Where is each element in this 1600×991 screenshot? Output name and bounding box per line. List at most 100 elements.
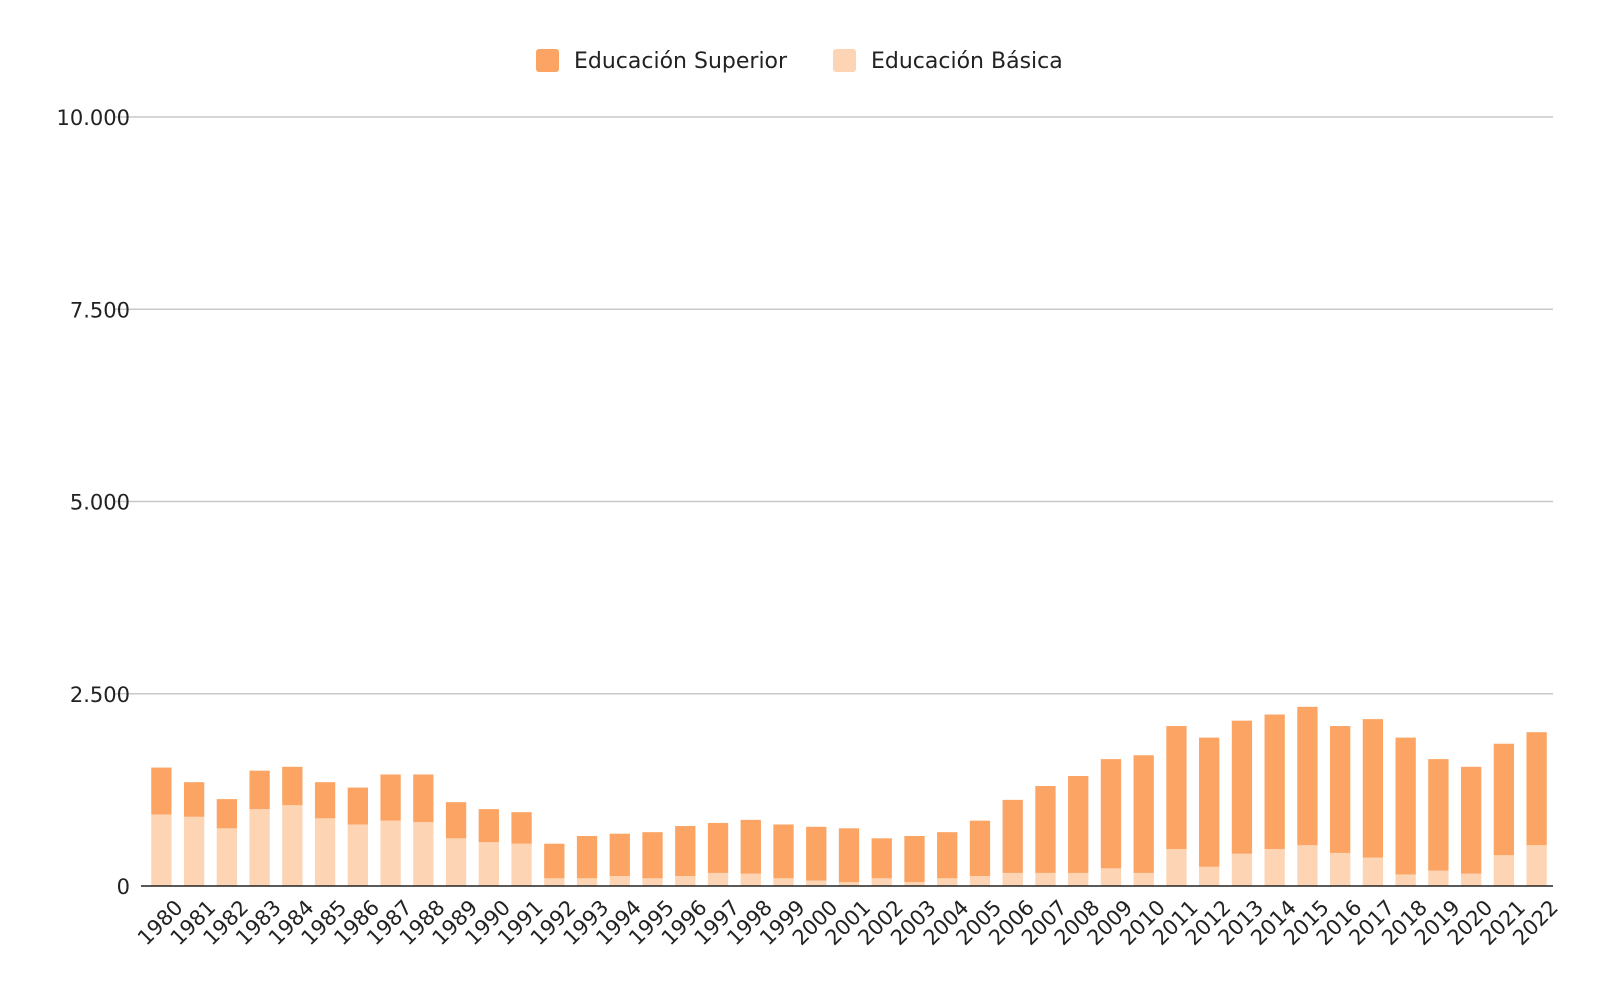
bar-segment-educacion-superior-2018 <box>1395 737 1416 875</box>
bar-segment-educacion-superior-1996 <box>675 826 696 877</box>
bar-segment-educacion-superior-2012 <box>1199 737 1220 867</box>
bar-segment-educacion-superior-1992 <box>544 843 565 879</box>
bar-segment-educacion-superior-1983 <box>249 770 270 810</box>
bar-segment-educacion-basica-2011 <box>1166 849 1187 886</box>
bar-segment-educacion-basica-1995 <box>642 878 663 886</box>
bar-segment-educacion-basica-1989 <box>445 838 467 886</box>
bar-segment-educacion-basica-1991 <box>511 843 532 886</box>
bar-segment-educacion-basica-1988 <box>413 822 434 886</box>
bar-segment-educacion-basica-2017 <box>1362 857 1384 886</box>
bar-segment-educacion-basica-1997 <box>707 872 729 886</box>
bar-segment-educacion-superior-1987 <box>380 774 401 821</box>
bar-segment-educacion-superior-1991 <box>511 812 532 844</box>
bar-segment-educacion-superior-2019 <box>1428 759 1449 871</box>
bar-segment-educacion-basica-2006 <box>1002 872 1023 886</box>
bar-segment-educacion-basica-1980 <box>151 814 172 886</box>
bar-segment-educacion-superior-2002 <box>871 838 892 879</box>
bar-segment-educacion-basica-2015 <box>1297 845 1318 886</box>
bar-segment-educacion-superior-2005 <box>969 820 991 877</box>
legend-swatch-educacion-superior <box>536 49 559 72</box>
bar-segment-educacion-basica-2005 <box>969 876 991 886</box>
bar-segment-educacion-basica-2020 <box>1460 873 1482 886</box>
bar-segment-educacion-superior-1998 <box>740 819 761 874</box>
bar-segment-educacion-superior-2021 <box>1493 743 1515 856</box>
legend-label-educacion-basica: Educación Básica <box>871 49 1063 74</box>
bar-segment-educacion-basica-2003 <box>904 882 925 886</box>
bar-segment-educacion-basica-2014 <box>1264 849 1285 886</box>
bar-segment-educacion-basica-1999 <box>773 878 794 886</box>
bar-segment-educacion-superior-2014 <box>1264 714 1285 850</box>
bar-segment-educacion-basica-2018 <box>1395 874 1416 886</box>
bar-segment-educacion-basica-2009 <box>1100 868 1122 886</box>
y-tick-label: 5.000 <box>70 491 130 515</box>
bar-segment-educacion-superior-1999 <box>773 824 794 879</box>
bar-segment-educacion-basica-2000 <box>806 880 827 886</box>
bar-segment-educacion-basica-1990 <box>478 842 499 886</box>
bar-segment-educacion-superior-2015 <box>1297 706 1318 846</box>
bar-segment-educacion-superior-1994 <box>609 833 630 877</box>
bar-segment-educacion-basica-1987 <box>380 820 401 886</box>
bar-segment-educacion-basica-2010 <box>1133 872 1154 886</box>
bar-segment-educacion-superior-2022 <box>1526 732 1547 846</box>
bar-segment-educacion-superior-1980 <box>151 767 172 815</box>
bar-segment-educacion-superior-1988 <box>413 774 434 823</box>
bar-segment-educacion-basica-1993 <box>576 878 598 886</box>
bar-segment-educacion-superior-2017 <box>1362 719 1384 858</box>
gridlines <box>115 116 1553 695</box>
bars <box>151 706 1547 886</box>
bar-segment-educacion-basica-1985 <box>314 818 336 886</box>
bar-segment-educacion-superior-2010 <box>1133 755 1154 873</box>
bar-segment-educacion-basica-2004 <box>937 878 958 886</box>
bar-segment-educacion-basica-2013 <box>1231 853 1253 886</box>
bar-segment-educacion-basica-2019 <box>1428 870 1449 886</box>
bar-segment-educacion-basica-1994 <box>609 876 630 886</box>
bar-segment-educacion-superior-2016 <box>1330 726 1351 853</box>
bar-segment-educacion-basica-1992 <box>544 878 565 886</box>
bar-segment-educacion-basica-1984 <box>282 805 303 886</box>
y-tick-label: 0 <box>117 875 130 899</box>
bar-segment-educacion-basica-2008 <box>1068 872 1089 886</box>
legend: Educación Superior Educación Básica <box>536 49 1063 74</box>
bar-segment-educacion-superior-2008 <box>1068 776 1089 873</box>
y-tick-label: 10.000 <box>57 106 130 130</box>
bar-segment-educacion-superior-1990 <box>478 809 499 843</box>
y-tick-label: 7.500 <box>70 298 130 322</box>
bar-segment-educacion-superior-2007 <box>1035 786 1056 873</box>
bar-segment-educacion-basica-1998 <box>740 873 761 886</box>
bar-segment-educacion-superior-2004 <box>937 832 958 879</box>
x-axis: 1980198119821983198419851986198719881989… <box>133 895 1563 950</box>
bar-segment-educacion-superior-2003 <box>904 836 925 883</box>
bar-segment-educacion-superior-2013 <box>1231 720 1253 854</box>
bar-segment-educacion-basica-2021 <box>1493 855 1515 886</box>
bar-segment-educacion-basica-2001 <box>838 882 860 886</box>
bar-segment-educacion-basica-1983 <box>249 809 270 886</box>
bar-segment-educacion-superior-2009 <box>1100 759 1122 869</box>
bar-segment-educacion-basica-2007 <box>1035 872 1056 886</box>
bar-segment-educacion-superior-1993 <box>576 836 598 879</box>
bar-segment-educacion-superior-2001 <box>838 828 860 883</box>
y-axis: 0 2.500 5.000 7.500 10.000 <box>57 106 130 899</box>
bar-segment-educacion-superior-2011 <box>1166 726 1187 850</box>
bar-segment-educacion-superior-1984 <box>282 766 303 806</box>
bar-segment-educacion-basica-1996 <box>675 876 696 886</box>
y-tick-label: 2.500 <box>70 683 130 707</box>
bar-segment-educacion-superior-2006 <box>1002 799 1023 873</box>
bar-segment-educacion-superior-1981 <box>183 782 205 817</box>
bar-segment-educacion-superior-1995 <box>642 832 663 879</box>
bar-segment-educacion-superior-1985 <box>314 782 336 819</box>
bar-segment-educacion-superior-1982 <box>216 799 238 829</box>
bar-segment-educacion-superior-1989 <box>445 802 467 839</box>
bar-segment-educacion-superior-2000 <box>806 826 827 881</box>
bar-segment-educacion-basica-1982 <box>216 828 238 886</box>
legend-label-educacion-superior: Educación Superior <box>574 49 788 74</box>
bar-segment-educacion-basica-2012 <box>1199 866 1220 886</box>
bar-segment-educacion-superior-2020 <box>1460 766 1482 874</box>
legend-swatch-educacion-basica <box>833 49 856 72</box>
bar-segment-educacion-superior-1986 <box>347 787 368 825</box>
bar-segment-educacion-basica-1986 <box>347 824 368 886</box>
bar-segment-educacion-basica-2016 <box>1330 852 1351 886</box>
bar-segment-educacion-basica-2022 <box>1526 845 1547 886</box>
bar-segment-educacion-basica-2002 <box>871 878 892 886</box>
bar-segment-educacion-basica-1981 <box>183 816 205 886</box>
